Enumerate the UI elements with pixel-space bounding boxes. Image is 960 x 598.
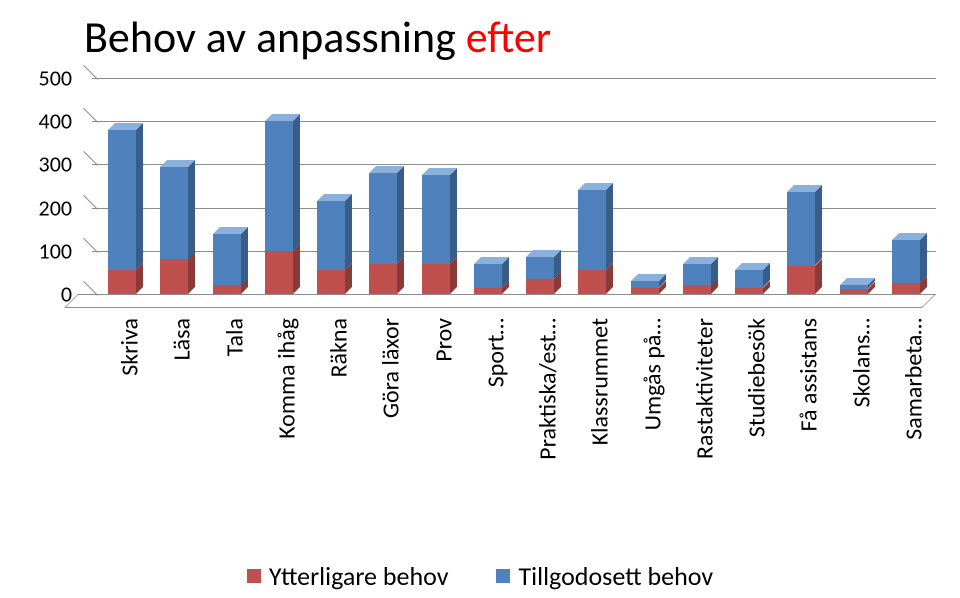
legend-label: Ytterligare behov: [269, 560, 449, 592]
bar-segment: [213, 285, 241, 294]
legend-swatch-icon: [247, 569, 261, 583]
bar-segment: [160, 167, 188, 260]
title-part1: Behov av anpassning: [84, 10, 466, 64]
bar-segment: [631, 281, 659, 287]
y-tick-label: 0: [24, 281, 72, 308]
bar-segment: [317, 201, 345, 270]
bar-segment: [474, 264, 502, 288]
bar-segment: [108, 130, 136, 270]
bar-segment: [683, 264, 711, 286]
bar: [787, 192, 815, 294]
chart: 0100200300400500 SkrivaLäsaTalaKomma ihå…: [24, 70, 936, 520]
bar-segment: [787, 266, 815, 294]
bar-segment: [317, 270, 345, 294]
bar: [369, 173, 397, 294]
bar-segment: [735, 270, 763, 287]
bar: [892, 240, 920, 294]
bar-segment: [265, 121, 293, 251]
bar: [631, 281, 659, 294]
legend-item-tillgodosett: Tillgodosett behov: [496, 560, 713, 592]
chart-title: Behov av anpassning efter: [84, 10, 936, 64]
y-tick-label: 500: [24, 65, 72, 92]
bar-segment: [578, 190, 606, 270]
y-tick-label: 400: [24, 108, 72, 135]
bars-container: [92, 78, 936, 294]
bar-segment: [369, 264, 397, 294]
bar: [422, 175, 450, 294]
bar: [735, 270, 763, 294]
bar-segment: [735, 288, 763, 294]
plot-area: [78, 78, 936, 308]
bar: [474, 264, 502, 294]
bar-segment: [578, 270, 606, 294]
bar: [526, 257, 554, 294]
bar-segment: [892, 240, 920, 283]
bar-segment: [787, 192, 815, 265]
bar: [213, 234, 241, 294]
slide: Behov av anpassning efter 0 100 200 300 400 5…: [0, 0, 960, 598]
bar-segment: [683, 285, 711, 294]
y-tick-label: 100: [24, 237, 72, 264]
bar-segment: [631, 288, 659, 294]
bar: [265, 121, 293, 294]
bar-segment: [265, 251, 293, 294]
bar: [578, 190, 606, 294]
bar: [317, 201, 345, 294]
bar-segment: [369, 173, 397, 264]
bar-segment: [840, 285, 868, 288]
bar-segment: [108, 270, 136, 294]
bar: [840, 285, 868, 294]
gridline: [92, 294, 936, 295]
bar-segment: [892, 283, 920, 294]
legend: Ytterligare behov Tillgodosett behov: [0, 560, 960, 592]
y-tick-label: 300: [24, 151, 72, 178]
x-axis: SkrivaLäsaTalaKomma ihågRäknaGöra läxorP…: [78, 312, 936, 512]
floor: [78, 294, 936, 308]
bar: [683, 264, 711, 294]
y-tick-label: 200: [24, 194, 72, 221]
bar-segment: [474, 288, 502, 294]
bar-segment: [422, 175, 450, 264]
title-part2: efter: [466, 10, 551, 64]
bar-segment: [840, 289, 868, 294]
bar: [108, 130, 136, 294]
bar-segment: [422, 264, 450, 294]
bar-segment: [213, 234, 241, 286]
bar: [160, 167, 188, 294]
legend-label: Tillgodosett behov: [518, 560, 713, 592]
bar-segment: [526, 279, 554, 294]
bar-segment: [160, 259, 188, 294]
legend-swatch-icon: [496, 569, 510, 583]
legend-item-ytterligare: Ytterligare behov: [247, 560, 449, 592]
bar-segment: [526, 257, 554, 279]
